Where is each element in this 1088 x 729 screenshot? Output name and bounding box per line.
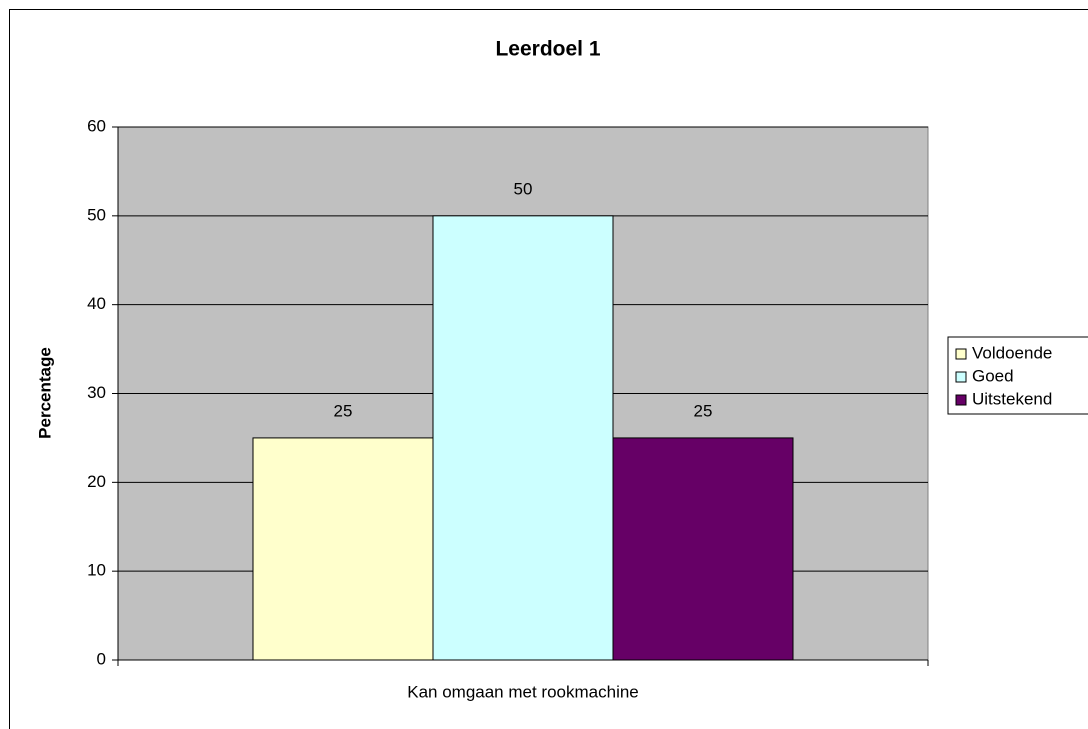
y-tick-label: 40	[87, 294, 106, 313]
chart-border	[9, 9, 1088, 729]
legend-label: Goed	[972, 366, 1014, 385]
data-label: 25	[694, 401, 713, 420]
legend-label: Voldoende	[972, 343, 1052, 362]
chart-title: Leerdoel 1	[495, 38, 600, 61]
y-tick-label: 50	[87, 205, 106, 224]
legend-label: Uitstekend	[972, 389, 1052, 408]
y-tick-label: 60	[87, 116, 106, 135]
bar	[612, 437, 794, 661]
y-tick-label: 0	[97, 649, 106, 668]
y-axis-label: Percentage	[35, 347, 54, 439]
legend-swatch	[955, 371, 967, 383]
y-tick-label: 10	[87, 561, 106, 580]
bar	[432, 215, 614, 661]
bar	[252, 437, 434, 661]
data-label: 50	[514, 179, 533, 198]
y-tick-label: 20	[87, 472, 106, 491]
x-tick-label: Kan omgaan met rookmachine	[407, 682, 639, 701]
legend-box	[947, 336, 1088, 415]
legend-swatch	[955, 348, 967, 360]
legend-swatch	[955, 394, 967, 406]
y-tick-label: 30	[87, 383, 106, 402]
data-label: 25	[334, 401, 353, 420]
